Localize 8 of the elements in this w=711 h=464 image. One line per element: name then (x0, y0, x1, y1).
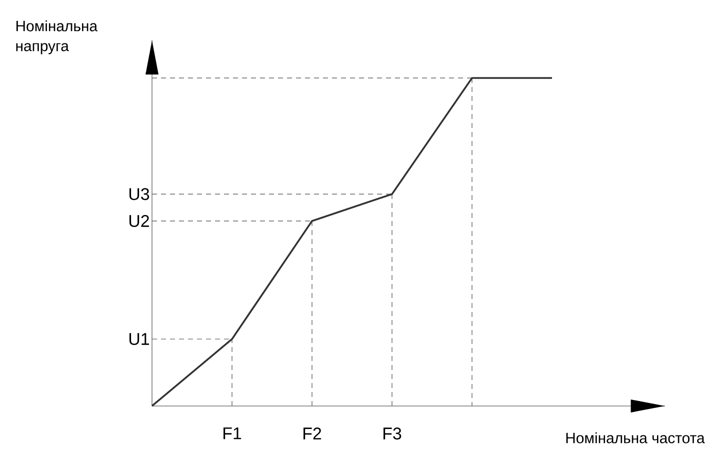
ref-line-label: U2 (129, 214, 149, 227)
ref-line-label: U1 (129, 333, 149, 345)
y-axis-title: Номінальна напруга (16, 20, 98, 54)
x-tick-label: F3 (384, 428, 402, 440)
x-tick-label: F2 (304, 428, 322, 440)
ref-line-label: U3 (129, 188, 150, 200)
x-tick-label: F1 (224, 428, 242, 440)
x-axis-title: Номінальна частота (566, 432, 705, 444)
